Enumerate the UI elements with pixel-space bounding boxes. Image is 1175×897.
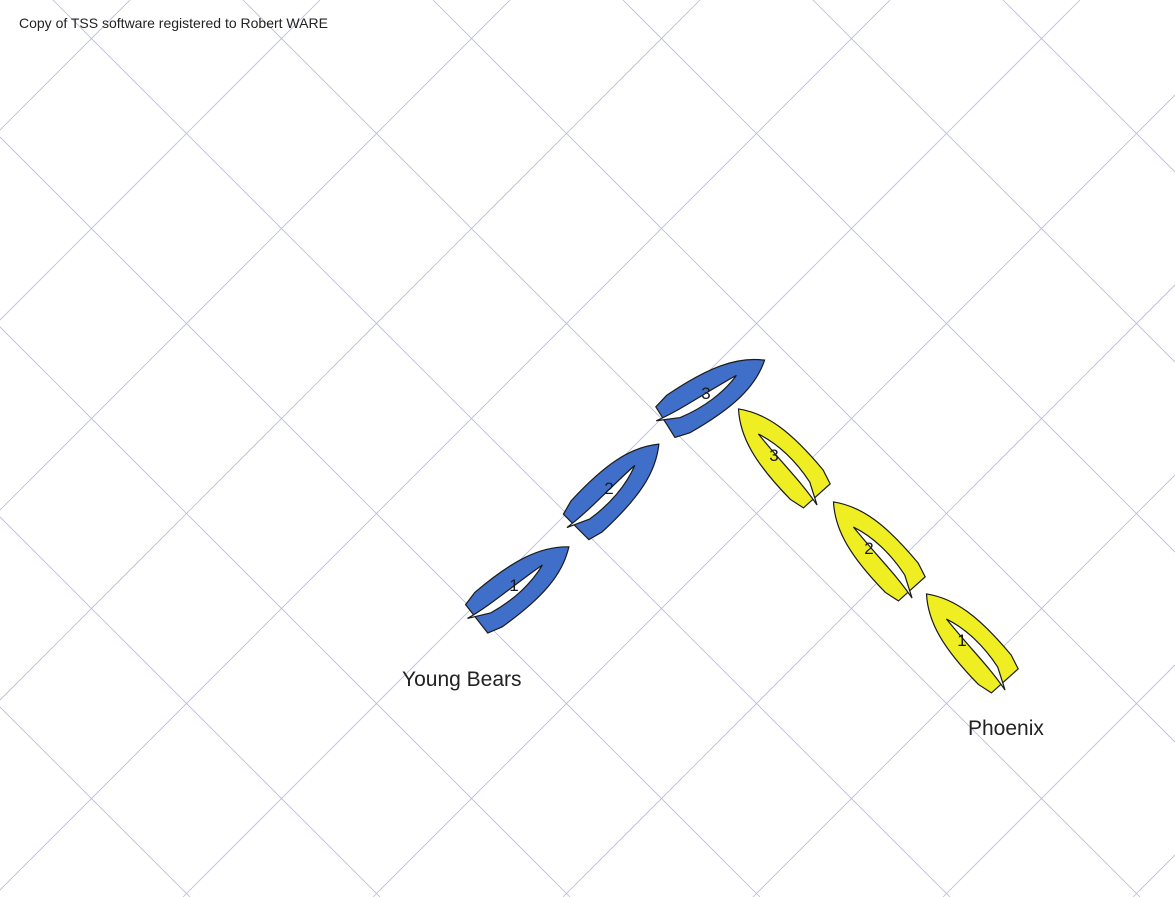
grid-line xyxy=(0,0,701,701)
grid-line xyxy=(0,0,321,321)
boat-sail xyxy=(467,564,543,620)
grid-line xyxy=(0,326,571,897)
grid-line xyxy=(562,284,1175,897)
grid-line xyxy=(942,664,1175,897)
grid-line xyxy=(1132,854,1175,897)
grid-line xyxy=(812,0,1175,363)
boat-sail xyxy=(757,433,818,506)
team-label-phoenix: Phoenix xyxy=(968,717,1044,740)
boat-phoenix-1 xyxy=(925,593,1019,694)
grid-line xyxy=(52,0,951,897)
boat-number-label: 2 xyxy=(604,479,613,498)
grid-line xyxy=(0,516,381,897)
boat-young-bears-3 xyxy=(655,358,766,439)
boat-phoenix-3 xyxy=(737,408,831,509)
boat-sail xyxy=(852,526,913,599)
registration-notice: Copy of TSS software registered to Rober… xyxy=(19,15,328,31)
boat-sail xyxy=(945,618,1006,691)
grid-line xyxy=(0,136,761,897)
grid-line xyxy=(0,706,191,897)
grid-line xyxy=(0,0,891,891)
boat-number-label: 3 xyxy=(701,384,710,403)
grid-line xyxy=(1002,0,1175,173)
grid-line xyxy=(242,0,1141,897)
grid-line xyxy=(432,0,1175,743)
grid-line xyxy=(0,0,131,131)
grid-line xyxy=(622,0,1175,553)
boat-sail xyxy=(566,464,636,529)
grid-line xyxy=(182,0,1081,897)
boat-number-label: 1 xyxy=(509,576,518,595)
grid-line xyxy=(0,0,511,511)
boat-young-bears-1 xyxy=(464,546,570,634)
boat-phoenix-2 xyxy=(832,501,926,602)
boat-number-label: 1 xyxy=(957,631,966,650)
team-label-young-bears: Young Bears xyxy=(402,668,522,691)
boat-young-bears-2 xyxy=(562,443,660,541)
boat-number-label: 2 xyxy=(864,539,873,558)
grid-line xyxy=(752,474,1175,897)
boat-number-label: 3 xyxy=(769,446,778,465)
boat-sail xyxy=(656,374,737,422)
grid-line xyxy=(372,94,1175,897)
